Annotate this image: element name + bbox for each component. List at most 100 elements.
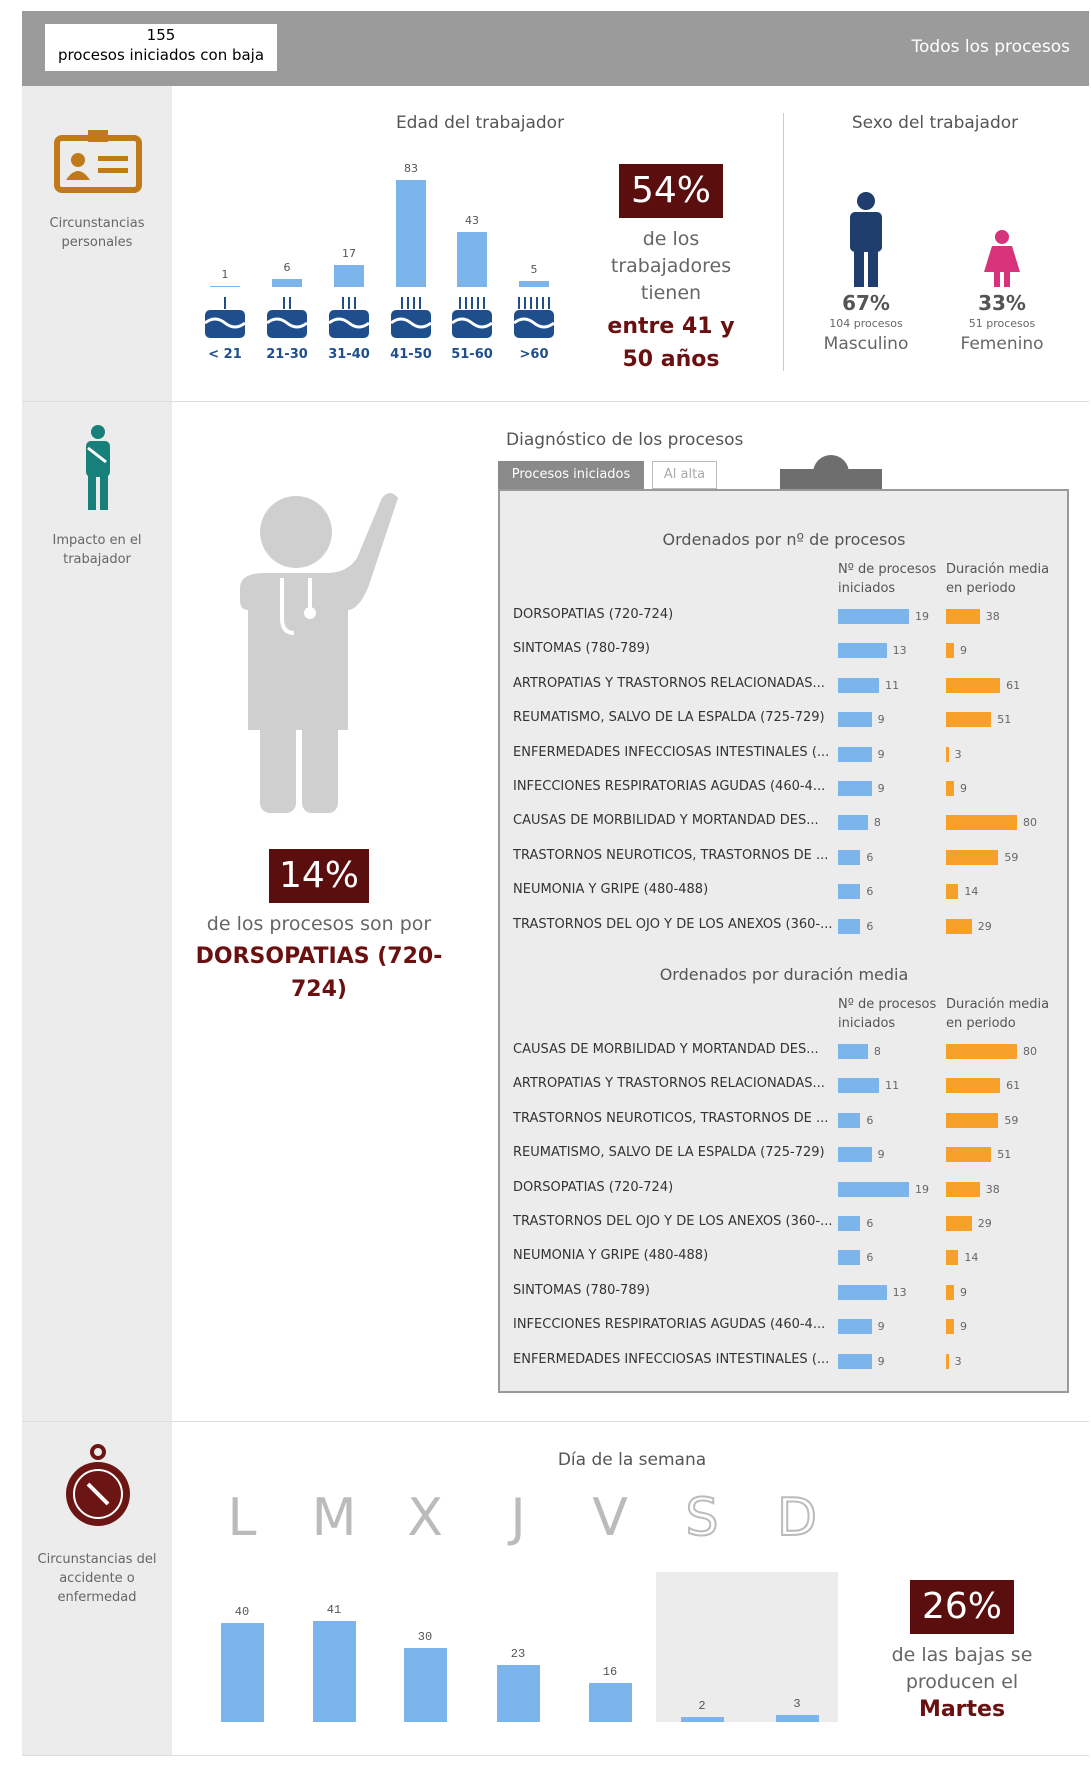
day-letter: S (662, 1488, 742, 1548)
count-label: 8 (874, 1045, 881, 1058)
count-bar (838, 884, 860, 899)
bar-value-label: 30 (400, 1630, 450, 1644)
cake (511, 293, 557, 343)
count-label: 8 (874, 816, 881, 829)
section-label: Impacto en el trabajador (32, 531, 162, 569)
duration-bar (946, 1216, 972, 1231)
bar (334, 265, 364, 287)
highlight-value: 54% (619, 164, 723, 218)
bar (313, 1621, 356, 1722)
count-bar (838, 1182, 909, 1197)
count-bar (838, 643, 887, 658)
count-bar (838, 1285, 887, 1300)
count-label: 6 (866, 1217, 873, 1230)
duration-bar (946, 815, 1017, 830)
duration-bar (946, 1113, 998, 1128)
bar (681, 1717, 724, 1722)
id-card-icon (54, 128, 142, 194)
row-name: SINTOMAS (780-789) (513, 1283, 838, 1298)
count-label: 9 (878, 782, 885, 795)
duration-bar (946, 609, 980, 624)
count-bar (838, 919, 860, 934)
cake (388, 293, 434, 343)
bar-value-label: 6 (267, 261, 307, 274)
highlight-emphasis: entre 41 y 50 años (591, 310, 751, 376)
sex-count: 51 procesos (942, 317, 1062, 330)
divider (783, 113, 784, 371)
row-name: TRASTORNOS NEUROTICOS, TRASTORNOS DE ... (513, 848, 838, 863)
duration-label: 59 (1004, 1114, 1018, 1127)
highlight-text: de las bajas se producen el (877, 1642, 1047, 1696)
duration-bar (946, 1285, 954, 1300)
bar (396, 180, 426, 287)
row-name: DORSOPATIAS (720-724) (513, 607, 838, 622)
count-bar (838, 1319, 872, 1334)
count-label: 6 (866, 885, 873, 898)
bar (589, 1683, 632, 1722)
row-name: ARTROPATIAS Y TRASTORNOS RELACIONADAS... (513, 676, 838, 691)
highlight-text: de los procesos son por (179, 911, 459, 938)
male-icon (841, 191, 891, 289)
count-bar (838, 850, 860, 865)
day-letter: V (570, 1488, 650, 1548)
sex-count: 104 procesos (806, 317, 926, 330)
bar (776, 1715, 819, 1722)
count-label: 13 (893, 644, 907, 657)
count-bar (838, 1354, 872, 1369)
bar (519, 281, 549, 287)
duration-label: 61 (1006, 1079, 1020, 1092)
row-name: TRASTORNOS DEL OJO Y DE LOS ANEXOS (360-… (513, 1214, 838, 1229)
day-letter: D (757, 1488, 837, 1548)
person-icon (841, 191, 891, 289)
sex-percent: 33% (942, 291, 1062, 315)
category-label: 41-50 (381, 347, 441, 362)
day-letter: M (294, 1488, 374, 1548)
count-value: 155 (45, 26, 277, 44)
column-header: Nº de procesos iniciados (838, 995, 946, 1033)
duration-bar (946, 747, 949, 762)
duration-bar (946, 850, 998, 865)
duration-label: 14 (964, 1251, 978, 1264)
row-name: ENFERMEDADES INFECCIOSAS INTESTINALES (.… (513, 745, 838, 760)
person-icon (977, 229, 1027, 289)
count-label: 19 (915, 1183, 929, 1196)
count-bar (838, 609, 909, 624)
column-header: Duración media en periodo (946, 560, 1061, 598)
separator (22, 1755, 1089, 1756)
count-label: 19 (915, 610, 929, 623)
highlight-emphasis: DORSOPATIAS (720-724) (189, 940, 449, 1006)
row-name: ARTROPATIAS Y TRASTORNOS RELACIONADAS... (513, 1076, 838, 1091)
count-bar (838, 747, 872, 762)
day-letter: J (478, 1488, 558, 1548)
duration-label: 51 (997, 713, 1011, 726)
count-label: 9 (878, 1148, 885, 1161)
cake (264, 293, 310, 343)
count-label: 9 (878, 1320, 885, 1333)
row-name: TRASTORNOS NEUROTICOS, TRASTORNOS DE ... (513, 1111, 838, 1126)
bar-value-label: 2 (677, 1699, 727, 1713)
tab[interactable]: Procesos iniciados (498, 461, 644, 489)
duration-label: 29 (978, 920, 992, 933)
duration-label: 80 (1023, 1045, 1037, 1058)
row-name: SINTOMAS (780-789) (513, 641, 838, 656)
bar-value-label: 23 (493, 1647, 543, 1661)
stopwatch-icon (63, 1444, 133, 1532)
bar-value-label: 16 (585, 1665, 635, 1679)
chart-title: Edad del trabajador (330, 113, 630, 133)
duration-label: 14 (964, 885, 978, 898)
bar (497, 1665, 540, 1722)
duration-label: 9 (960, 782, 967, 795)
count-bar (838, 1147, 872, 1162)
count-label: procesos iniciados con baja (45, 46, 277, 64)
category-label: 51-60 (442, 347, 502, 362)
duration-label: 61 (1006, 679, 1020, 692)
duration-bar (946, 884, 958, 899)
tab[interactable]: Al alta (652, 461, 717, 489)
category-label: 31-40 (319, 347, 379, 362)
duration-label: 9 (960, 1320, 967, 1333)
bar-value-label: 5 (514, 263, 554, 276)
duration-bar (946, 678, 1000, 693)
bar (404, 1648, 447, 1722)
dashboard: 155procesos iniciados con bajaTodos los … (0, 0, 1091, 1766)
count-label: 9 (878, 748, 885, 761)
